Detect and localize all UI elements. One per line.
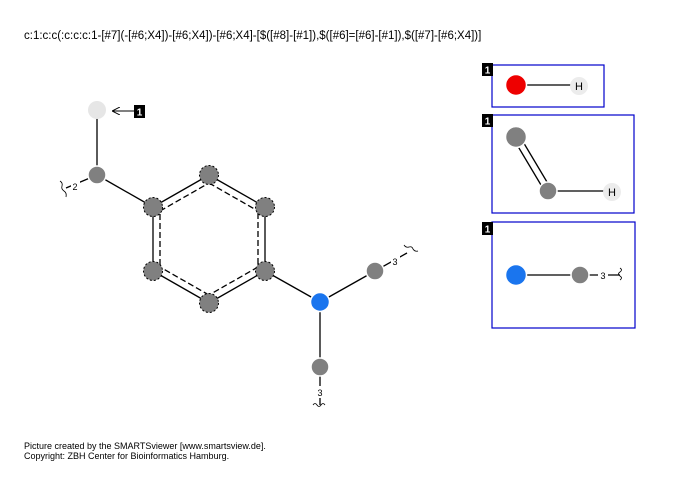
squiggle-right — [403, 244, 419, 252]
open-valence-marks — [59, 180, 419, 407]
footer-line-2: Copyright: ZBH Center for Bioinformatics… — [24, 451, 230, 461]
bond-ring-5-inner — [159, 266, 210, 296]
box-frame — [491, 221, 636, 329]
recursive-box-nmethyl: 1 3 — [482, 221, 636, 329]
carbon-atom — [570, 265, 590, 285]
bond-n-methyl1 — [319, 270, 376, 303]
box-frame — [491, 64, 605, 108]
bond-ring-4-inner — [208, 266, 259, 296]
carbon-atom-ch2 — [87, 165, 107, 185]
carbon-atom — [538, 181, 558, 201]
hydrogen-label: H — [575, 81, 583, 93]
carbon-atom-methyl2 — [310, 357, 330, 377]
bond-ring-5 — [152, 270, 210, 304]
recursive-box-oh: 1 H — [482, 63, 605, 108]
hydrogen-atom — [570, 77, 588, 95]
aromatic-carbon-atom — [255, 197, 275, 217]
smarts-string: c:1:c:c(:c:c:c:1-[#7](-[#6;X4])-[#6;X4])… — [24, 30, 482, 42]
aromatic-carbon-atom — [199, 293, 219, 313]
box-frame — [491, 114, 635, 214]
ring-atoms — [143, 165, 275, 313]
squiggle-left — [59, 180, 67, 198]
count-label-methyl1: 3 — [392, 257, 397, 267]
hydrogen-label: H — [608, 187, 616, 199]
footer-credit: Picture created by the SMARTSviewer [www… — [24, 441, 266, 461]
bond-ring-1-inner — [159, 182, 210, 212]
main-bonds — [65, 110, 408, 405]
squiggle-bottom — [312, 403, 326, 407]
bond-ring-2-inner — [208, 182, 259, 212]
recursive-placeholder-atom — [88, 101, 106, 119]
aromatic-carbon-atom — [143, 197, 163, 217]
count-label-methyl2: 3 — [317, 388, 322, 398]
box-label: 1 — [485, 225, 491, 236]
box-label: 1 — [485, 117, 491, 128]
carbon-atom-methyl1 — [365, 261, 385, 281]
recursive-label-bg — [134, 105, 145, 118]
recursive-label: 1 — [137, 108, 143, 119]
carbon-atom — [504, 125, 528, 149]
bond-ring-1 — [152, 174, 210, 208]
bond-ring-4 — [208, 270, 266, 304]
bond-ring-2 — [208, 174, 266, 208]
count-label-ch2: 2 — [72, 182, 77, 192]
nitrogen-atom — [309, 291, 331, 313]
oxygen-atom — [504, 73, 528, 97]
aromatic-carbon-atom — [255, 261, 275, 281]
aromatic-carbon-atom — [199, 165, 219, 185]
count-label: 3 — [600, 271, 605, 281]
bond-ring-n — [264, 270, 321, 303]
recursive-box-vinyl: 1 H — [482, 114, 635, 214]
nitrogen-atom — [504, 263, 528, 287]
hydrogen-atom — [603, 183, 621, 201]
footer-line-1: Picture created by the SMARTSviewer [www… — [24, 441, 266, 451]
box-label: 1 — [485, 66, 491, 77]
aromatic-carbon-atom — [143, 261, 163, 281]
bond-ring-ch2 — [96, 174, 154, 208]
squiggle-box — [618, 267, 622, 281]
